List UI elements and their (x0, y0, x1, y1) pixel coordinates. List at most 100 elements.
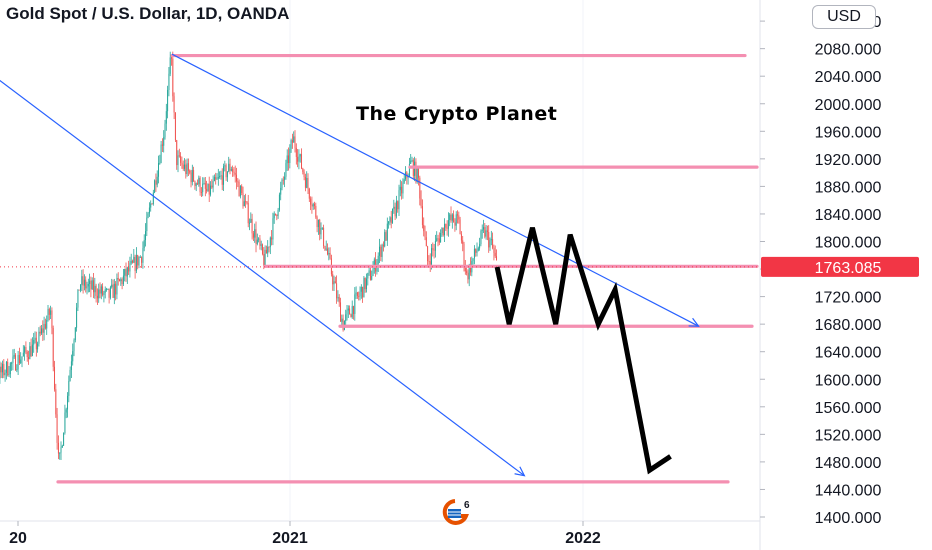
candle-body (212, 181, 214, 188)
candle-body (398, 190, 400, 210)
candle-body (411, 160, 413, 161)
candle-body (424, 231, 426, 238)
candle-body (51, 310, 53, 329)
candle-body (397, 201, 399, 210)
candle-body (181, 162, 183, 165)
candle-body (89, 280, 91, 284)
candle-body (180, 155, 182, 163)
candle-body (405, 172, 407, 180)
candle-body (132, 260, 134, 263)
candle-body (87, 283, 89, 287)
candle-body (42, 328, 44, 333)
candle-body (368, 270, 370, 274)
candle-body (281, 179, 283, 188)
candle-body (333, 281, 335, 285)
candle-body (466, 271, 468, 273)
candle-body (347, 308, 349, 311)
candle-body (195, 183, 197, 186)
candle-body (31, 344, 33, 356)
candle-body (462, 240, 464, 244)
candle-body (401, 186, 403, 194)
candle-body (50, 310, 52, 315)
candle-body (0, 366, 2, 373)
candle-body (369, 270, 371, 280)
candle-body (163, 137, 165, 146)
candle-body (249, 222, 251, 224)
last-price-label: 1763.085 (815, 260, 882, 277)
candle-body (67, 395, 69, 410)
candle-body (115, 283, 117, 295)
candle-body (225, 165, 227, 178)
candle-body (351, 306, 353, 318)
candle-body (442, 227, 444, 236)
candle-body (341, 318, 343, 322)
candle-body (390, 217, 392, 223)
candle-body (68, 381, 70, 396)
candle-body (468, 264, 470, 280)
candle-body (415, 161, 417, 182)
x-tick-label: 2021 (272, 530, 308, 547)
candle-body (168, 73, 170, 90)
y-tick-label: 2080.000 (815, 42, 882, 59)
candle-body (128, 267, 130, 272)
candle-body (286, 155, 288, 164)
candle-body (24, 347, 26, 353)
candle-body (440, 233, 442, 243)
candle-body (291, 140, 293, 143)
candle-body (206, 188, 208, 192)
candle-body (423, 224, 425, 232)
candle-body (268, 246, 270, 248)
trendline[interactable] (0, 59, 525, 477)
projection-path[interactable] (494, 227, 672, 475)
candle-body (111, 284, 113, 288)
candle-body (276, 214, 278, 216)
candle-body (416, 168, 418, 182)
candle-body (366, 278, 368, 290)
candle-body (436, 238, 438, 241)
candle-body (475, 248, 477, 253)
candle-body (90, 280, 92, 290)
candle-body (86, 286, 88, 289)
candle-body (189, 170, 191, 173)
candle-body (338, 297, 340, 303)
currency-button[interactable]: USD (812, 5, 876, 29)
candle-body (176, 140, 178, 166)
candle-body (320, 227, 322, 235)
candle-body (147, 213, 149, 218)
candle-body (85, 279, 87, 289)
candle-body (449, 214, 451, 221)
candle-body (64, 412, 66, 434)
time-axis[interactable]: 20 2021 2022 (9, 521, 601, 547)
price-axis[interactable]: 1400.000 1440.000 1480.000 1520.000 1560.000… (760, 14, 881, 527)
candle-body (492, 239, 494, 248)
candle-body (437, 238, 439, 240)
candle-body (63, 433, 65, 446)
candle-body (304, 177, 306, 188)
y-tick-label: 1920.000 (815, 152, 882, 169)
candle-body (65, 409, 67, 413)
candle-body (33, 340, 35, 345)
candle-body (342, 318, 344, 331)
candle-body (433, 249, 435, 251)
candle-body (100, 286, 102, 294)
trendline[interactable] (171, 53, 699, 327)
candle-body (41, 328, 43, 334)
candle-body (317, 219, 319, 228)
candle-body (484, 227, 486, 237)
candle-body (60, 447, 62, 453)
candle-body (345, 314, 347, 322)
candle-body (142, 248, 144, 263)
candle-body (70, 361, 72, 370)
candle-body (332, 274, 334, 285)
candle-body (241, 186, 243, 193)
candle-body (9, 363, 11, 375)
candle-body (299, 154, 301, 157)
candle-body (363, 277, 365, 298)
candle-body (354, 294, 356, 314)
y-tick-label: 2040.000 (815, 69, 882, 86)
candle-body (316, 217, 318, 228)
candle-body (152, 192, 154, 205)
candle-body (267, 246, 269, 254)
candle-body (307, 177, 309, 189)
